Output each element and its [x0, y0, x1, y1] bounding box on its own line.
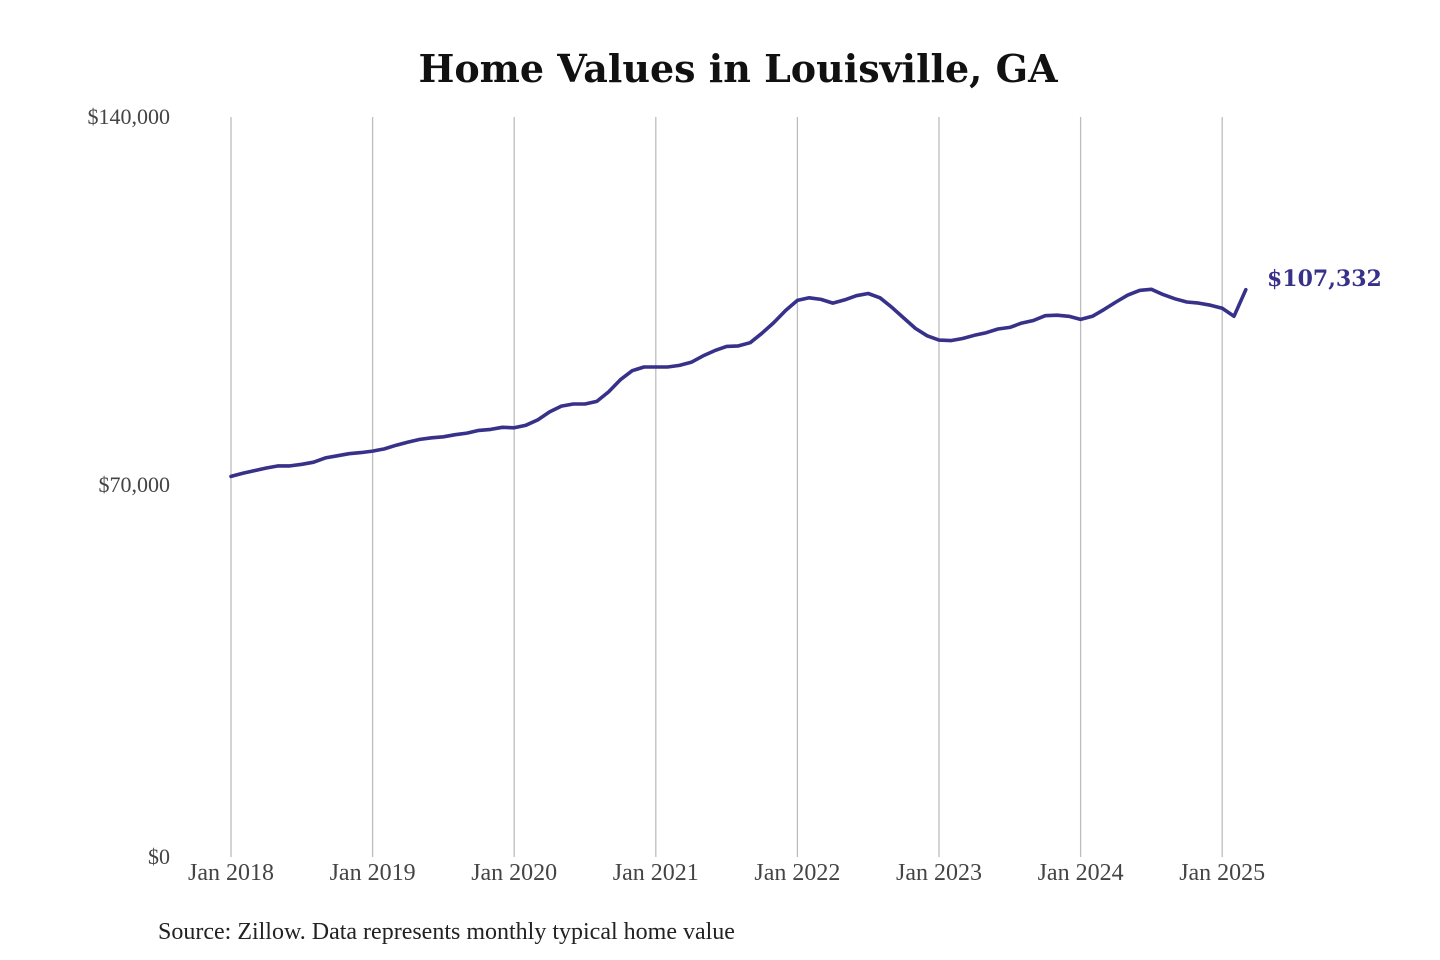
source-note: Source: Zillow. Data represents monthly … [158, 919, 735, 945]
x-tick-label: Jan 2018 [188, 860, 274, 886]
chart-title: Home Values in Louisville, GA [418, 46, 1058, 91]
x-axis-ticks: Jan 2018 Jan 2019 Jan 2020 Jan 2021 Jan … [188, 860, 1265, 886]
y-tick-label: $70,000 [99, 472, 171, 497]
y-tick-label: $0 [148, 844, 170, 869]
latest-value-label: $107,332 [1267, 266, 1382, 292]
x-tick-label: Jan 2019 [330, 860, 416, 886]
x-tick-label: Jan 2022 [754, 860, 840, 886]
x-tick-label: Jan 2025 [1179, 860, 1265, 886]
gridlines [230, 117, 1223, 857]
x-tick-label: Jan 2021 [613, 860, 699, 886]
x-tick-label: Jan 2024 [1038, 860, 1124, 886]
x-tick-label: Jan 2023 [896, 860, 982, 886]
home-value-line [229, 287, 1248, 479]
x-tick-label: Jan 2020 [471, 860, 557, 886]
y-tick-label: $140,000 [88, 104, 171, 129]
